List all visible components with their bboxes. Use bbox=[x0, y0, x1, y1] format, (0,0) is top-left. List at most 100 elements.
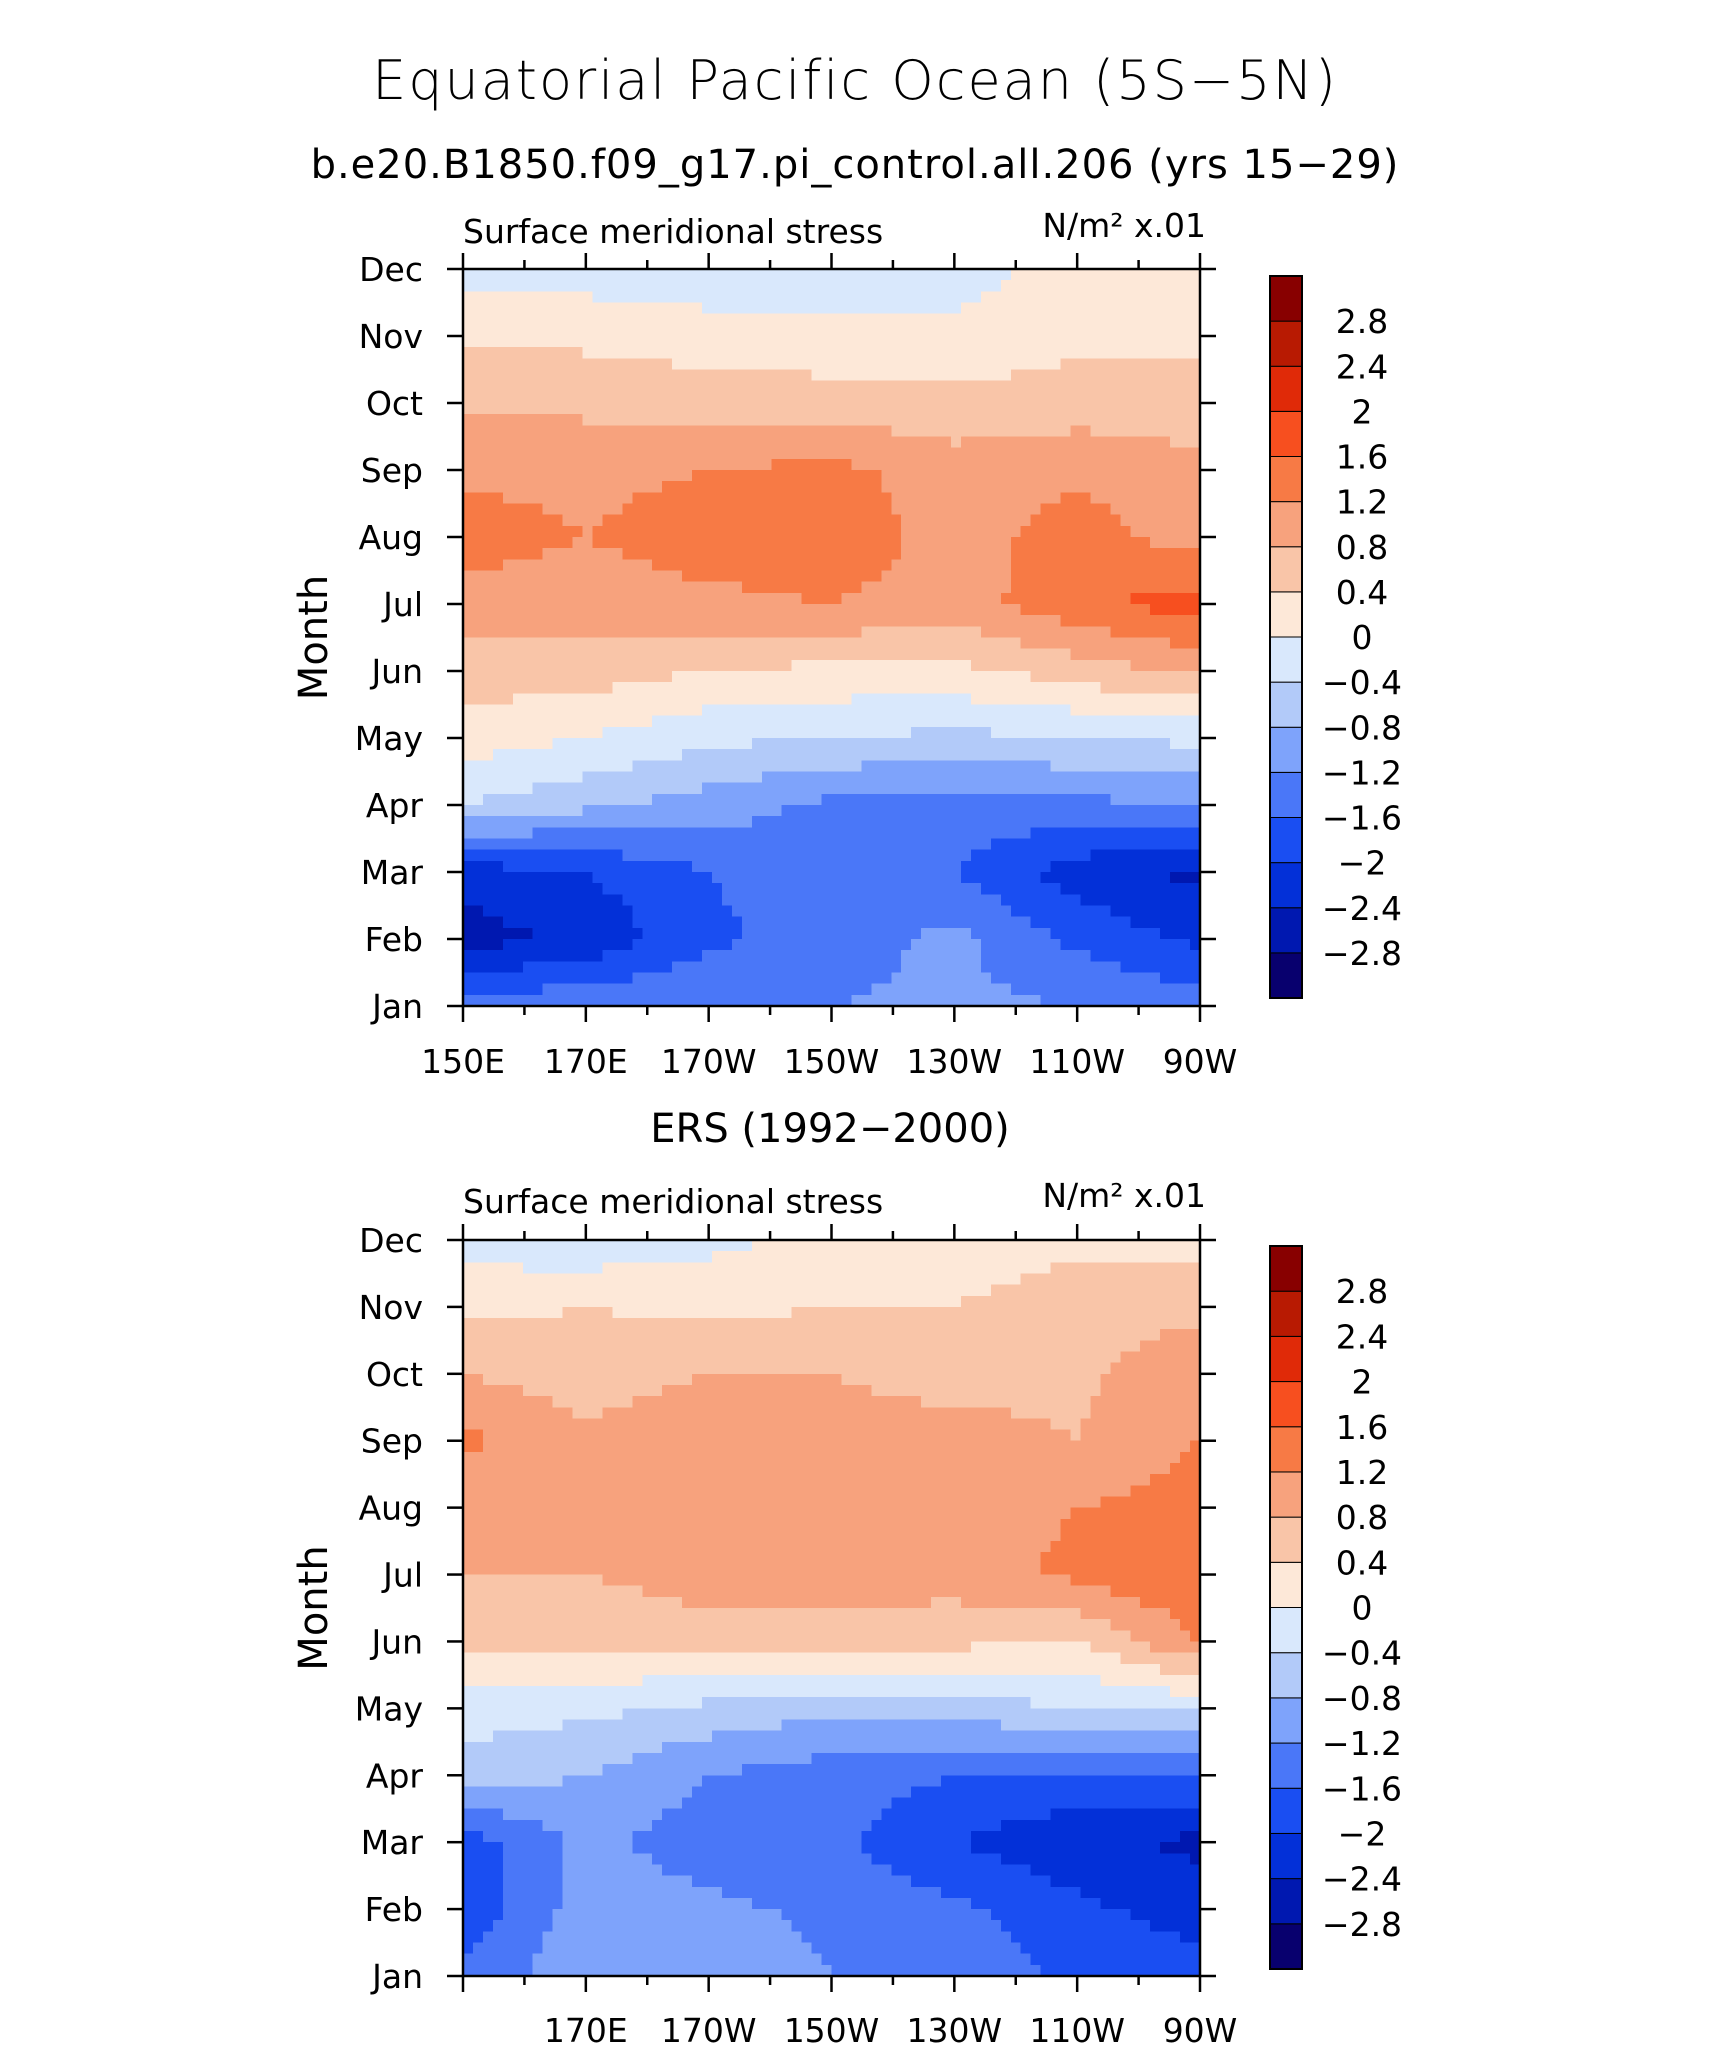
heatmap-cell bbox=[711, 648, 723, 661]
heatmap-cell bbox=[682, 771, 693, 784]
heatmap-cell bbox=[1140, 704, 1151, 717]
heatmap-cell bbox=[990, 939, 1002, 951]
heatmap-cell bbox=[990, 793, 1002, 806]
heatmap-cell bbox=[592, 805, 604, 817]
heatmap-cell bbox=[1050, 626, 1062, 639]
heatmap-cell bbox=[731, 425, 743, 438]
heatmap-cell bbox=[791, 961, 803, 974]
heatmap-cell bbox=[951, 793, 962, 806]
heatmap-cell bbox=[751, 537, 763, 549]
heatmap-cell bbox=[672, 492, 683, 505]
heatmap-cell bbox=[980, 503, 992, 516]
heatmap-cell bbox=[851, 324, 862, 337]
heatmap-cell bbox=[652, 525, 663, 538]
heatmap-cell bbox=[662, 391, 673, 404]
heatmap-cell bbox=[572, 894, 584, 907]
heatmap-cell bbox=[622, 816, 633, 828]
heatmap-cell bbox=[781, 615, 793, 627]
heatmap-cell bbox=[1030, 514, 1042, 527]
heatmap-cell bbox=[642, 983, 653, 996]
heatmap-cell bbox=[861, 994, 872, 1007]
heatmap-cell bbox=[1180, 626, 1191, 639]
heatmap-cell bbox=[1070, 793, 1082, 806]
heatmap-cell bbox=[841, 514, 853, 527]
heatmap-cell bbox=[652, 302, 663, 315]
heatmap-cell bbox=[951, 347, 962, 359]
heatmap-cell bbox=[682, 726, 693, 739]
heatmap-cell bbox=[1030, 425, 1042, 438]
heatmap-cell bbox=[781, 425, 793, 438]
heatmap-cell bbox=[841, 894, 853, 907]
heatmap-cell bbox=[522, 816, 534, 828]
heatmap-cell bbox=[781, 503, 793, 516]
heatmap-cell bbox=[781, 537, 793, 549]
heatmap-cell bbox=[622, 592, 633, 605]
heatmap-cell bbox=[662, 336, 673, 348]
heatmap-cell bbox=[522, 950, 534, 962]
heatmap-cell bbox=[632, 313, 643, 326]
heatmap-cell bbox=[1040, 760, 1052, 773]
heatmap-cell bbox=[1150, 972, 1161, 985]
heatmap-cell bbox=[502, 749, 514, 761]
heatmap-cell bbox=[1190, 537, 1201, 549]
heatmap-cell bbox=[801, 849, 813, 862]
heatmap-cell bbox=[662, 604, 673, 616]
heatmap-cell bbox=[1030, 436, 1042, 449]
heatmap-cell bbox=[632, 961, 643, 974]
heatmap-cell bbox=[682, 704, 693, 717]
heatmap-cell bbox=[622, 704, 633, 717]
heatmap-cell bbox=[552, 391, 564, 404]
heatmap-cell bbox=[1040, 715, 1052, 728]
heatmap-cell bbox=[602, 894, 613, 907]
heatmap-cell bbox=[692, 537, 703, 549]
heatmap-cell bbox=[522, 548, 534, 560]
heatmap-cell bbox=[1150, 939, 1161, 951]
heatmap-cell bbox=[841, 414, 853, 426]
heatmap-cell bbox=[831, 369, 843, 382]
heatmap-cell bbox=[1090, 961, 1102, 974]
heatmap-cell bbox=[522, 860, 534, 873]
heatmap-cell bbox=[1040, 548, 1052, 560]
heatmap-cell bbox=[552, 950, 564, 962]
heatmap-cell bbox=[472, 503, 484, 516]
heatmap-cell bbox=[751, 883, 763, 895]
heatmap-cell bbox=[1030, 447, 1042, 460]
heatmap-cell bbox=[672, 291, 683, 304]
heatmap-cell bbox=[921, 939, 932, 951]
heatmap-cell bbox=[1190, 403, 1201, 415]
heatmap-cell bbox=[662, 358, 673, 371]
heatmap-cell bbox=[980, 570, 992, 583]
heatmap-cell bbox=[622, 414, 633, 426]
heatmap-cell bbox=[781, 604, 793, 616]
heatmap-cell bbox=[1050, 726, 1062, 739]
heatmap-cell bbox=[970, 972, 982, 985]
heatmap-cell bbox=[1090, 793, 1102, 806]
heatmap-cell bbox=[911, 816, 922, 828]
heatmap-cell bbox=[960, 939, 972, 951]
heatmap-cell bbox=[1010, 771, 1022, 784]
heatmap-cell bbox=[542, 570, 554, 583]
heatmap-cell bbox=[871, 738, 882, 750]
heatmap-cell bbox=[692, 336, 703, 348]
heatmap-cell bbox=[811, 481, 823, 493]
heatmap-cell bbox=[1090, 805, 1102, 817]
heatmap-cell bbox=[492, 570, 504, 583]
heatmap-cell bbox=[1050, 447, 1062, 460]
heatmap-cell bbox=[1140, 525, 1151, 538]
heatmap-cell bbox=[821, 447, 833, 460]
heatmap-cell bbox=[731, 704, 743, 717]
heatmap-cell bbox=[1080, 782, 1092, 795]
heatmap-cell bbox=[463, 592, 474, 605]
heatmap-cell bbox=[572, 447, 584, 460]
heatmap-cell bbox=[801, 760, 813, 773]
heatmap-cell bbox=[1150, 403, 1161, 415]
heatmap-cell bbox=[1120, 693, 1131, 706]
heatmap-cell bbox=[522, 782, 534, 795]
heatmap-cell bbox=[1160, 894, 1171, 907]
heatmap-cell bbox=[990, 883, 1002, 895]
heatmap-cell bbox=[1110, 905, 1121, 918]
heatmap-cell bbox=[931, 671, 942, 683]
heatmap-cell bbox=[702, 537, 713, 549]
heatmap-cell bbox=[821, 380, 833, 393]
heatmap-cell bbox=[980, 458, 992, 471]
